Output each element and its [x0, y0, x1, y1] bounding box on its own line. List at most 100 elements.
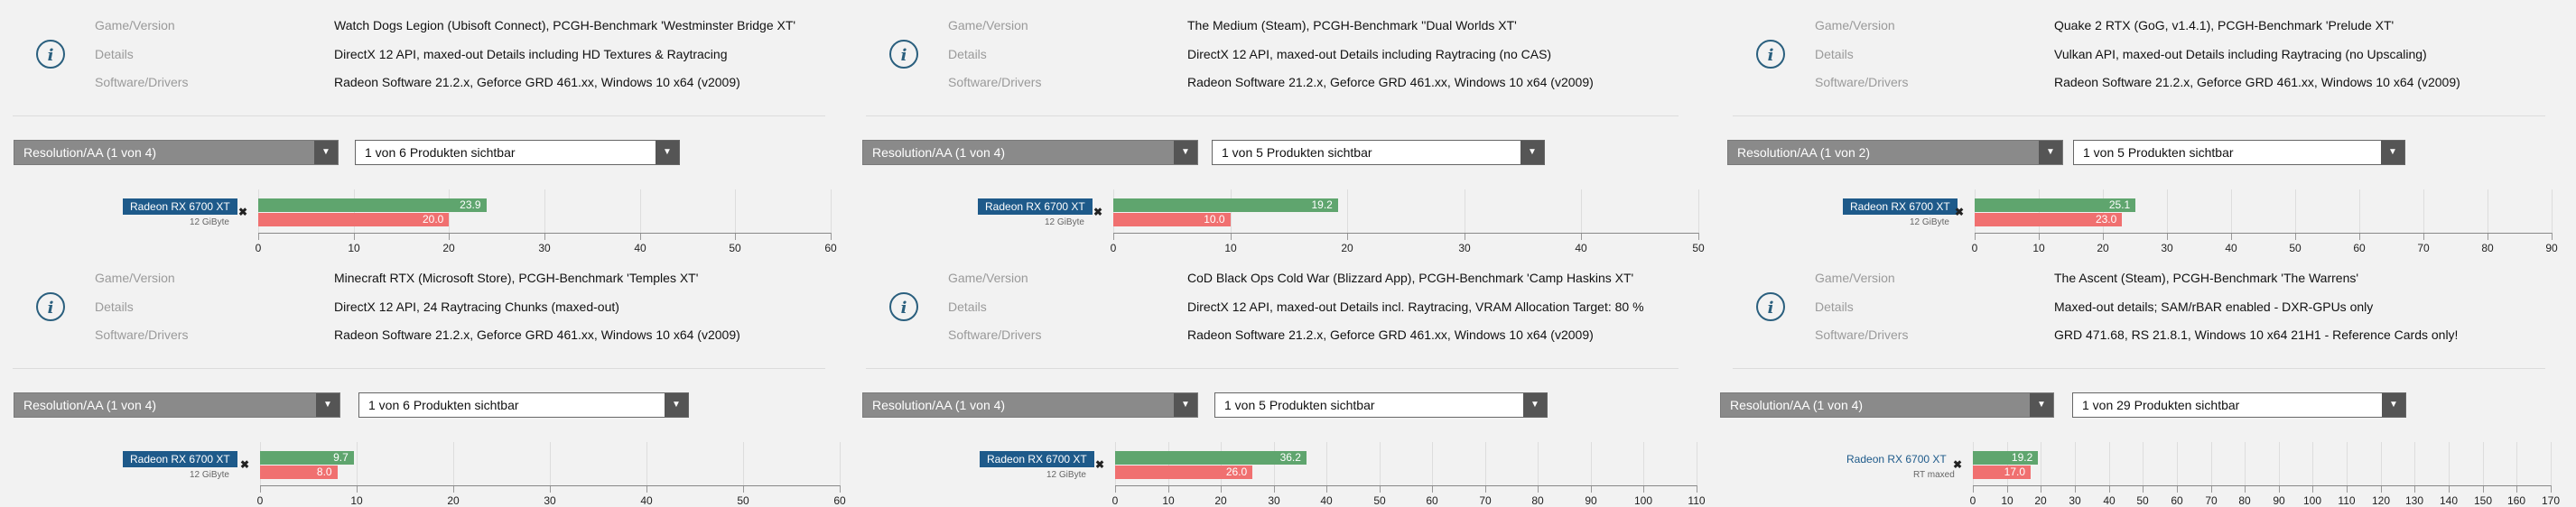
chevron-down-icon[interactable]: ▼ — [1174, 141, 1197, 164]
software-value: GRD 471.68, RS 21.8.1, Windows 10 x64 21… — [2054, 327, 2459, 342]
gpu-badge: Radeon RX 6700 XT — [978, 198, 1093, 215]
bar-chart: 0 10 20 30 40 50 60 70 80 90 100 110 36.2 26.0 Radeon … — [853, 442, 1706, 507]
chevron-down-icon[interactable]: ▼ — [2039, 141, 2062, 164]
axis-tick — [1591, 485, 1592, 493]
benchmark-info: i Game/Version Details Software/Drivers … — [853, 0, 1691, 124]
bar-p1-fps: 20.0 — [258, 213, 450, 226]
bar-chart: 0 10 20 30 40 50 19.2 10.0 Radeon RX 6700 XT 12 G… — [853, 189, 1705, 254]
details-value: DirectX 12 API, maxed-out Details includ… — [1187, 47, 1552, 61]
info-icon[interactable]: i — [36, 292, 65, 321]
chevron-down-icon[interactable]: ▼ — [314, 141, 338, 164]
resolution-select[interactable]: Resolution/AA (1 von 4) ▼ — [1720, 392, 2054, 418]
gridline — [2381, 442, 2382, 485]
gridline — [1347, 189, 1348, 233]
details-label: Details — [948, 47, 987, 61]
software-value: Radeon Software 21.2.x, Geforce GRD 461.… — [1187, 327, 1594, 342]
products-select[interactable]: 1 von 29 Produkten sichtbar ▼ — [2072, 392, 2406, 418]
info-icon[interactable]: i — [889, 40, 918, 69]
close-icon[interactable]: ✖ — [1095, 458, 1105, 471]
divider — [13, 368, 825, 369]
axis-tick — [831, 233, 832, 240]
products-select[interactable]: 1 von 5 Produkten sichtbar ▼ — [1214, 392, 1548, 418]
axis-tick — [260, 485, 261, 493]
resolution-select[interactable]: Resolution/AA (1 von 2) ▼ — [1727, 140, 2063, 165]
tick-label: 20 — [442, 242, 455, 254]
game-value: CoD Black Ops Cold War (Blizzard App), P… — [1187, 271, 1634, 285]
resolution-select[interactable]: Resolution/AA (1 von 4) ▼ — [14, 392, 340, 418]
game-value: Quake 2 RTX (GoG, v1.4.1), PCGH-Benchmar… — [2054, 18, 2395, 32]
info-icon[interactable]: i — [1756, 292, 1785, 321]
bar-avg-fps: 25.1 — [1975, 198, 2136, 212]
chevron-down-icon[interactable]: ▼ — [1520, 141, 1544, 164]
bar-chart: 0 10 20 30 40 50 60 70 80 90 25.1 23.0 Radeon RX 670… — [1720, 189, 2558, 254]
axis-tick — [1326, 485, 1327, 493]
benchmark-info: i Game/Version Details Software/Drivers … — [0, 0, 838, 124]
axis-tick — [2359, 233, 2360, 240]
products-select-value: 1 von 6 Produkten sichtbar — [365, 145, 516, 160]
gpu-memory-label: 12 GiByte — [1045, 217, 1084, 227]
close-icon[interactable]: ✖ — [238, 206, 248, 218]
gridline — [2075, 442, 2076, 485]
resolution-select[interactable]: Resolution/AA (1 von 4) ▼ — [14, 140, 339, 165]
gridline — [2516, 442, 2517, 485]
gpu-badge: Radeon RX 6700 XT — [1843, 198, 1958, 215]
gridline — [544, 189, 545, 233]
info-icon[interactable]: i — [889, 292, 918, 321]
info-icon[interactable]: i — [36, 40, 65, 69]
products-select[interactable]: 1 von 6 Produkten sichtbar ▼ — [358, 392, 689, 418]
gpu-memory-label: RT maxed — [1913, 470, 1955, 480]
axis-tick — [2279, 485, 2280, 493]
axis-tick — [2039, 233, 2040, 240]
axis-tick — [2245, 485, 2246, 493]
axis-tick — [449, 233, 450, 240]
details-value: DirectX 12 API, maxed-out Details includ… — [334, 47, 728, 61]
axis-tick — [544, 233, 545, 240]
products-select-value: 1 von 5 Produkten sichtbar — [2083, 145, 2234, 160]
chevron-down-icon[interactable]: ▼ — [2382, 393, 2405, 417]
products-select[interactable]: 1 von 5 Produkten sichtbar ▼ — [2073, 140, 2405, 165]
x-axis — [1115, 485, 1697, 486]
tick-label: 130 — [2404, 494, 2424, 507]
products-select[interactable]: 1 von 5 Produkten sichtbar ▼ — [1212, 140, 1545, 165]
tick-label: 20 — [447, 494, 460, 507]
tick-label: 0 — [255, 242, 262, 254]
close-icon[interactable]: ✖ — [1953, 458, 1963, 471]
close-icon[interactable]: ✖ — [1093, 206, 1103, 218]
tick-label: 90 — [1585, 494, 1597, 507]
axis-tick — [1538, 485, 1539, 493]
tick-label: 60 — [833, 494, 846, 507]
products-select-value: 1 von 29 Produkten sichtbar — [2082, 398, 2240, 412]
tick-label: 30 — [2161, 242, 2173, 254]
tick-label: 10 — [2032, 242, 2045, 254]
chevron-down-icon[interactable]: ▼ — [2030, 393, 2053, 417]
tick-label: 60 — [2353, 242, 2366, 254]
chevron-down-icon[interactable]: ▼ — [665, 393, 688, 417]
chevron-down-icon[interactable]: ▼ — [2381, 141, 2404, 164]
gridline — [357, 442, 358, 485]
close-icon[interactable]: ✖ — [240, 458, 250, 471]
chevron-down-icon[interactable]: ▼ — [1174, 393, 1197, 417]
gridline — [453, 442, 454, 485]
resolution-select[interactable]: Resolution/AA (1 von 4) ▼ — [862, 392, 1198, 418]
chevron-down-icon[interactable]: ▼ — [316, 393, 339, 417]
tick-label: 60 — [2171, 494, 2183, 507]
axis-tick — [1485, 485, 1486, 493]
gridline — [1432, 442, 1433, 485]
axis-tick — [2007, 485, 2008, 493]
close-icon[interactable]: ✖ — [1955, 206, 1965, 218]
resolution-select[interactable]: Resolution/AA (1 von 4) ▼ — [862, 140, 1198, 165]
products-select[interactable]: 1 von 6 Produkten sichtbar ▼ — [355, 140, 680, 165]
tick-label: 100 — [1633, 494, 1653, 507]
tick-label: 80 — [1531, 494, 1544, 507]
tick-label: 70 — [1479, 494, 1492, 507]
tick-label: 20 — [1341, 242, 1353, 254]
info-icon[interactable]: i — [1756, 40, 1785, 69]
axis-tick — [1221, 485, 1222, 493]
axis-tick — [1231, 233, 1232, 240]
tick-label: 110 — [1688, 494, 1706, 507]
chevron-down-icon[interactable]: ▼ — [1523, 393, 1547, 417]
tick-label: 40 — [1320, 494, 1333, 507]
resolution-select-value: Resolution/AA (1 von 2) — [1737, 145, 1871, 160]
game-value: The Ascent (Steam), PCGH-Benchmark 'The … — [2054, 271, 2359, 285]
chevron-down-icon[interactable]: ▼ — [656, 141, 679, 164]
